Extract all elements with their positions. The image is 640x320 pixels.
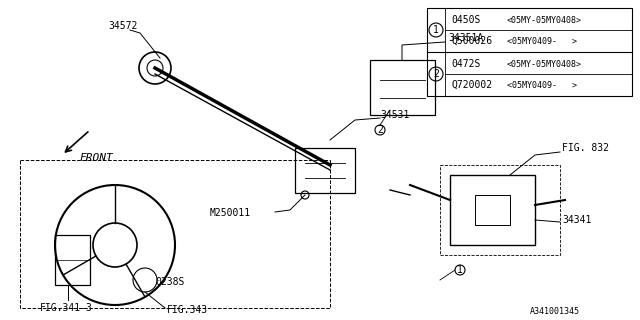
Bar: [295, 148, 355, 193]
Text: 2: 2: [433, 69, 439, 79]
Text: <05MY-05MY0408>: <05MY-05MY0408>: [507, 60, 582, 68]
Text: 1: 1: [433, 25, 439, 35]
Bar: [475, 195, 510, 225]
Text: 0472S: 0472S: [451, 59, 481, 69]
Text: A341001345: A341001345: [530, 308, 580, 316]
Text: <05MY-05MY0408>: <05MY-05MY0408>: [507, 15, 582, 25]
Text: FIG.343: FIG.343: [167, 305, 208, 315]
Bar: [427, 8, 632, 96]
Bar: [450, 175, 535, 245]
Text: Q720002: Q720002: [451, 80, 492, 90]
Text: FIG.341-3: FIG.341-3: [40, 303, 93, 313]
Text: 2: 2: [377, 125, 383, 135]
Text: 0450S: 0450S: [451, 15, 481, 25]
Text: 34341: 34341: [562, 215, 591, 225]
Text: FIG. 832: FIG. 832: [562, 143, 609, 153]
Bar: [55, 235, 90, 285]
Text: 1: 1: [457, 265, 463, 275]
Text: M250011: M250011: [210, 208, 251, 218]
Text: 34351A: 34351A: [448, 33, 483, 43]
Text: 34531: 34531: [380, 110, 410, 120]
Text: <05MY0409-   >: <05MY0409- >: [507, 81, 577, 90]
Bar: [20, 160, 330, 308]
Bar: [370, 60, 435, 115]
Bar: [440, 165, 560, 255]
Text: 34572: 34572: [108, 21, 138, 31]
Text: FRONT: FRONT: [80, 153, 114, 163]
Text: 0238S: 0238S: [155, 277, 184, 287]
Text: <05MY0409-   >: <05MY0409- >: [507, 36, 577, 45]
Text: Q500026: Q500026: [451, 36, 492, 46]
